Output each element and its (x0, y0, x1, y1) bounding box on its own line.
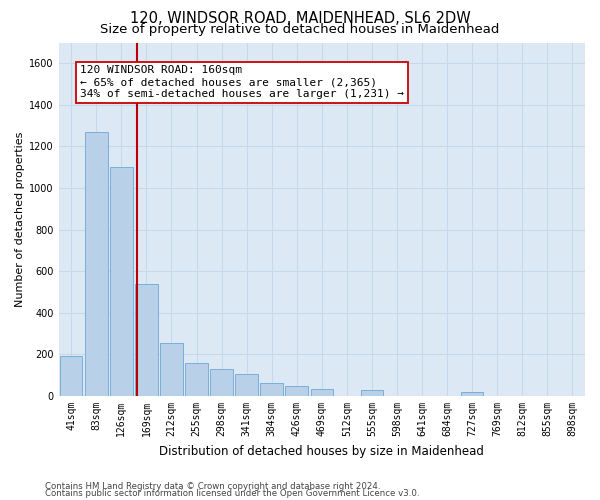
Bar (210, 369, 233, 396)
Text: Contains HM Land Registry data © Crown copyright and database right 2024.: Contains HM Land Registry data © Crown c… (45, 482, 380, 491)
Bar (85, 132, 107, 396)
Text: Size of property relative to detached houses in Maidenhead: Size of property relative to detached ho… (100, 22, 500, 36)
Bar (160, 343, 183, 396)
Bar (461, 392, 484, 396)
X-axis label: Distribution of detached houses by size in Maidenhead: Distribution of detached houses by size … (160, 444, 484, 458)
Bar (260, 382, 283, 396)
Bar (286, 386, 308, 396)
Bar (311, 389, 333, 396)
Text: 120, WINDSOR ROAD, MAIDENHEAD, SL6 2DW: 120, WINDSOR ROAD, MAIDENHEAD, SL6 2DW (130, 11, 470, 26)
Y-axis label: Number of detached properties: Number of detached properties (15, 132, 25, 307)
Bar (185, 363, 208, 396)
Bar (361, 390, 383, 396)
Text: 120 WINDSOR ROAD: 160sqm
← 65% of detached houses are smaller (2,365)
34% of sem: 120 WINDSOR ROAD: 160sqm ← 65% of detach… (80, 66, 404, 98)
Bar (110, 168, 133, 396)
Bar (135, 284, 158, 396)
Bar (235, 374, 258, 396)
Text: Contains public sector information licensed under the Open Government Licence v3: Contains public sector information licen… (45, 489, 419, 498)
Bar (60, 356, 82, 396)
